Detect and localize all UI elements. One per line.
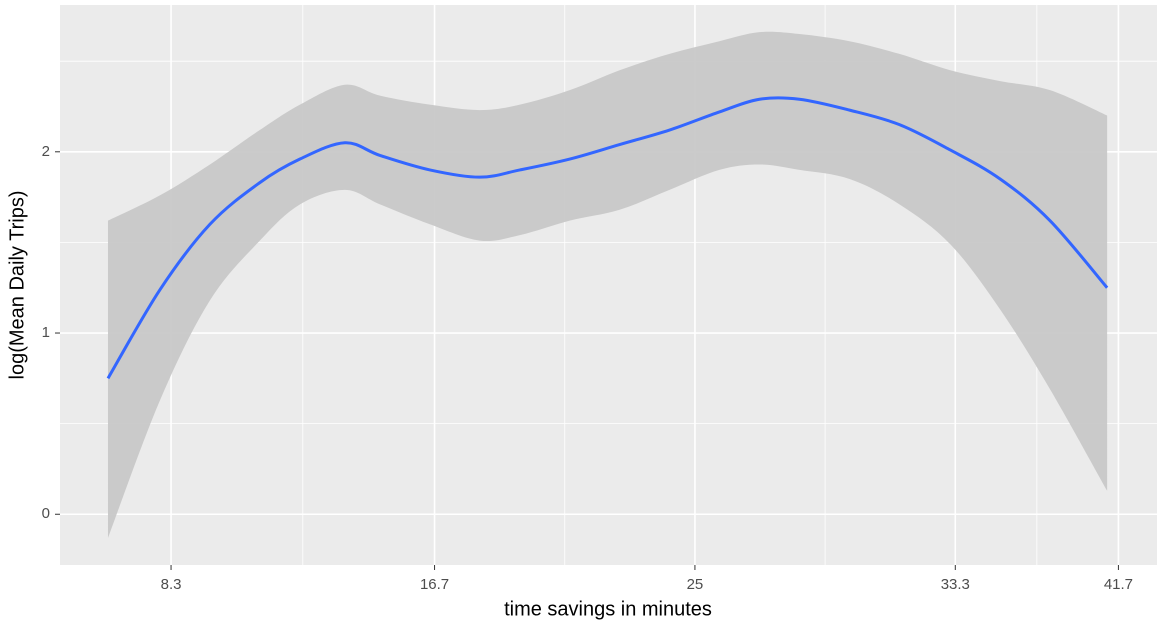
trend-line: [106, 96, 1109, 380]
y-tick-label: 2: [42, 143, 50, 160]
x-tick-label: 8.3: [161, 576, 182, 593]
confidence-band: [107, 31, 1108, 538]
x-tick-label: 41.7: [1104, 576, 1133, 593]
y-axis-title: log(Mean Daily Trips): [6, 191, 28, 380]
y-tick-label: 1: [42, 324, 50, 341]
y-tick-label: 0: [42, 505, 50, 522]
x-tick-label: 25: [687, 576, 704, 593]
x-tick-label: 16.7: [420, 576, 449, 593]
x-axis-title: time savings in minutes: [504, 598, 712, 620]
x-tick-label: 33.3: [941, 576, 970, 593]
